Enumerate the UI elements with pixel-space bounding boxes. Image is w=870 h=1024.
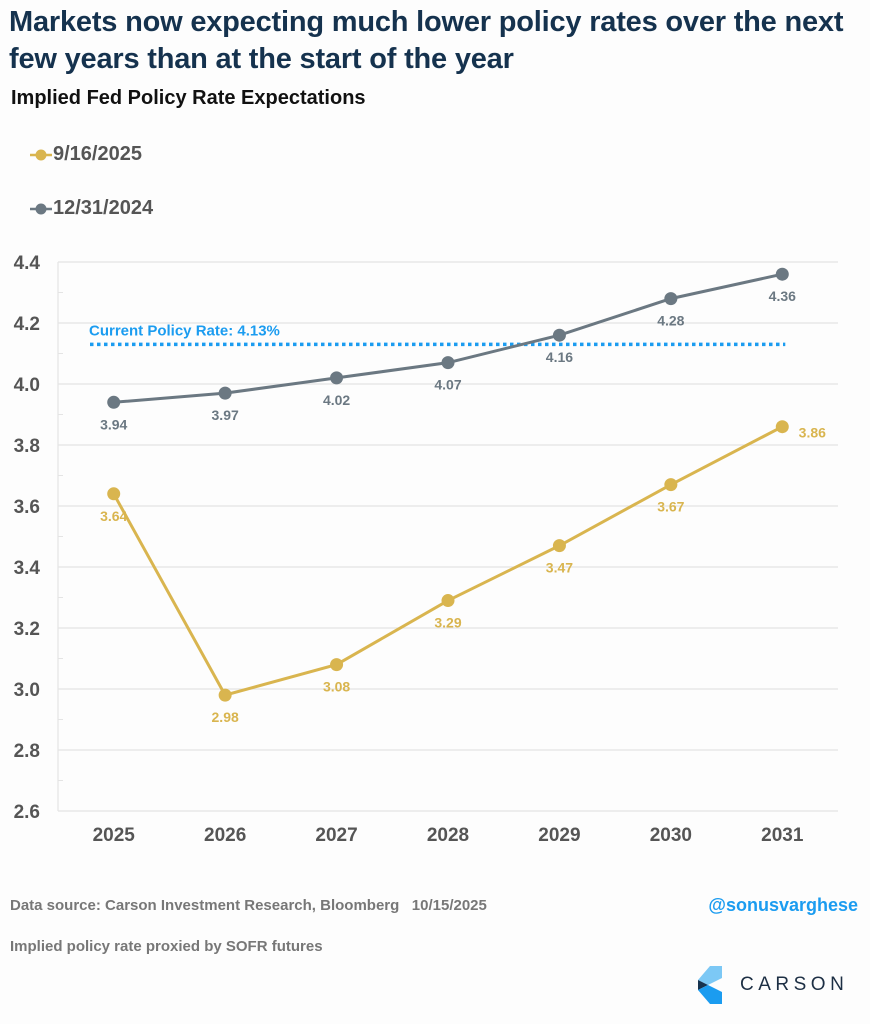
- y-tick-label: 3.8: [14, 436, 40, 457]
- data-label: 3.97: [212, 407, 239, 423]
- legend-item-2024-12-31: 12/31/2024: [30, 197, 153, 220]
- current-policy-rate-label: Current Policy Rate: 4.13%: [89, 322, 280, 339]
- x-tick-label: 2025: [93, 825, 136, 846]
- carson-logo: CARSON: [698, 966, 848, 1004]
- data-label: 3.47: [546, 560, 573, 576]
- data-label: 4.16: [546, 349, 573, 365]
- data-point: [775, 267, 789, 281]
- carson-logo-text: CARSON: [740, 974, 849, 995]
- data-point: [107, 487, 121, 501]
- data-point: [552, 328, 566, 342]
- x-tick-label: 2030: [650, 825, 692, 846]
- data-point: [552, 539, 566, 553]
- footnote: Implied policy rate proxied by SOFR futu…: [10, 938, 323, 955]
- x-tick-label: 2028: [427, 825, 469, 846]
- chart-title: Markets now expecting much lower policy …: [9, 6, 844, 75]
- x-tick-label: 2029: [538, 825, 580, 846]
- y-tick-label: 3.4: [14, 558, 41, 579]
- data-label: 3.67: [657, 499, 684, 515]
- author-handle[interactable]: @sonusvarghese: [708, 895, 858, 915]
- series-line: [112, 425, 783, 697]
- data-label: 4.07: [434, 377, 461, 393]
- legend-item-2025-09-16: 9/16/2025: [30, 143, 142, 166]
- x-tick-label: 2031: [761, 825, 804, 846]
- data-label: 3.94: [100, 416, 127, 432]
- y-tick-label: 3.2: [14, 619, 40, 640]
- data-label: 3.64: [100, 508, 127, 524]
- legend-label: 9/16/2025: [53, 143, 142, 165]
- legend-label: 12/31/2024: [53, 197, 154, 219]
- chart-subtitle: Implied Fed Policy Rate Expectations: [11, 87, 366, 109]
- legend-marker-icon: [30, 203, 52, 214]
- y-tick-label: 3.6: [14, 497, 40, 518]
- data-point: [218, 386, 232, 400]
- data-point: [441, 356, 455, 370]
- data-label: 3.29: [434, 615, 461, 631]
- y-tick-label: 4.2: [14, 314, 40, 335]
- data-label: 3.86: [799, 425, 826, 441]
- data-label: 4.28: [657, 313, 684, 329]
- data-point: [107, 395, 121, 409]
- x-tick-label: 2027: [315, 825, 357, 846]
- data-point: [775, 420, 789, 434]
- data-point: [330, 371, 344, 385]
- data-label: 4.36: [769, 288, 796, 304]
- data-label: 3.08: [323, 679, 350, 695]
- y-tick-label: 4.0: [14, 375, 40, 396]
- data-point: [664, 478, 678, 492]
- x-tick-label: 2026: [204, 825, 246, 846]
- y-tick-label: 2.8: [14, 741, 40, 762]
- y-tick-label: 4.4: [14, 253, 41, 274]
- data-point: [218, 688, 232, 702]
- data-label: 4.02: [323, 392, 350, 408]
- carson-logo-icon: [698, 966, 722, 1004]
- data-point: [664, 292, 678, 306]
- data-label: 2.98: [212, 709, 239, 725]
- legend-marker-icon: [30, 149, 52, 160]
- y-tick-label: 2.6: [14, 802, 40, 823]
- data-point: [441, 594, 455, 608]
- y-tick-label: 3.0: [14, 680, 40, 701]
- data-point: [330, 658, 344, 672]
- data-source: Data source: Carson Investment Research,…: [10, 897, 487, 914]
- line-chart: 2.6 2.8 3.0 3.2 3.4 3.6 3.8 4.0 4.2 4.4 2025 2026 20…: [14, 253, 838, 846]
